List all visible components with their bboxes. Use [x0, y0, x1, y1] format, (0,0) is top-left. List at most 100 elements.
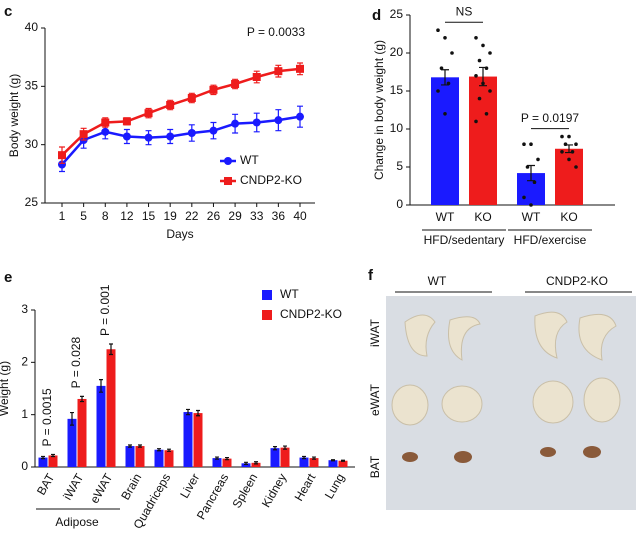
bar-label: KO [560, 210, 577, 224]
marker [122, 132, 131, 141]
y-axis-label: Weight (g) [0, 361, 11, 416]
error-bar [70, 411, 74, 426]
column-label: WT [428, 274, 447, 288]
error-bar [302, 455, 306, 460]
bar [222, 458, 232, 467]
x-tick-label: Brain [118, 471, 144, 502]
legend-marker [224, 157, 232, 165]
data-point [574, 165, 578, 169]
x-tick-label: 29 [228, 209, 242, 223]
marker [79, 130, 88, 139]
marker [122, 117, 131, 126]
y-tick-label: 10 [390, 121, 404, 135]
data-point [481, 81, 485, 86]
bar [154, 449, 164, 467]
tissue [391, 311, 621, 426]
error-bar [273, 445, 277, 451]
group-label: HFD/exercise [514, 233, 587, 247]
legend-label: WT [280, 287, 299, 301]
legend-swatch [262, 310, 272, 320]
annotation: P = 0.0197 [521, 111, 579, 125]
y-tick-label: 0 [396, 197, 403, 211]
data-point [484, 66, 489, 70]
annotation: NS [456, 4, 473, 18]
error-bar [196, 409, 200, 417]
error-bar [80, 395, 84, 403]
data-point [443, 36, 447, 40]
y-tick-label: 3 [21, 302, 28, 316]
bar [135, 446, 145, 467]
bar [125, 446, 135, 467]
panel-letter: f [368, 267, 374, 284]
error-bar [138, 444, 142, 448]
x-tick-label: 8 [102, 209, 109, 223]
marker [58, 160, 66, 169]
bar [251, 462, 261, 467]
data-point [481, 43, 485, 48]
bar [183, 412, 193, 467]
marker [209, 85, 218, 94]
marker [252, 73, 261, 81]
bar [38, 457, 48, 467]
series-line [61, 67, 301, 157]
marker [274, 116, 283, 125]
error-bar [283, 445, 287, 450]
y-tick-label: 2 [21, 355, 28, 369]
data-point [446, 81, 451, 86]
error-bar [41, 455, 45, 460]
error-bar [254, 461, 258, 465]
legend-swatch [262, 290, 272, 300]
data-point [474, 74, 478, 78]
y-axis-label: Change in body weight (g) [372, 40, 386, 180]
y-tick-label: 15 [390, 83, 404, 97]
x-tick-label: 26 [207, 209, 221, 223]
bar [338, 460, 348, 467]
bar [67, 418, 77, 467]
marker [101, 127, 110, 136]
marker [296, 64, 304, 73]
y-tick-label: 30 [25, 137, 39, 151]
marker [166, 101, 175, 109]
bar [164, 450, 174, 467]
row-label: eWAT [368, 383, 382, 416]
group-label: HFD/sedentary [424, 233, 505, 247]
x-tick-label: Kidney [259, 471, 289, 510]
bar [280, 447, 290, 467]
error-bar [244, 461, 248, 465]
data-point [488, 51, 492, 55]
error-bar [51, 453, 55, 458]
bar-label: WT [436, 210, 455, 224]
x-tick-label: 33 [250, 209, 264, 223]
panel-letter: c [4, 3, 12, 20]
y-tick-label: 25 [390, 7, 404, 21]
marker [231, 80, 240, 88]
bar [193, 413, 203, 467]
data-point [474, 119, 478, 124]
data-point [477, 96, 482, 101]
annotation: P = 0.001 [98, 284, 112, 336]
column-label: CNDP2-KO [546, 274, 608, 288]
error-bar [128, 444, 132, 448]
x-tick-label: Spleen [230, 471, 261, 510]
marker [209, 126, 218, 135]
data-point [443, 112, 447, 116]
bar [270, 448, 280, 467]
bar [431, 77, 459, 205]
marker [144, 133, 153, 142]
y-tick-label: 20 [390, 45, 404, 59]
error-bar [157, 448, 161, 452]
bar [48, 455, 58, 467]
panel-letter: d [372, 7, 381, 24]
x-tick-label: Liver [177, 471, 202, 501]
error-bar [312, 456, 316, 460]
bar [212, 458, 222, 467]
error-bar [186, 408, 190, 416]
photo-panel: f WT CNDP2-KO iWAT eWAT BAT [368, 267, 636, 510]
bar [77, 398, 87, 467]
data-point [474, 36, 478, 40]
error-bar [331, 459, 335, 462]
error-bar [167, 448, 171, 452]
marker [166, 132, 175, 141]
marker [187, 129, 196, 137]
data-point [529, 203, 533, 207]
